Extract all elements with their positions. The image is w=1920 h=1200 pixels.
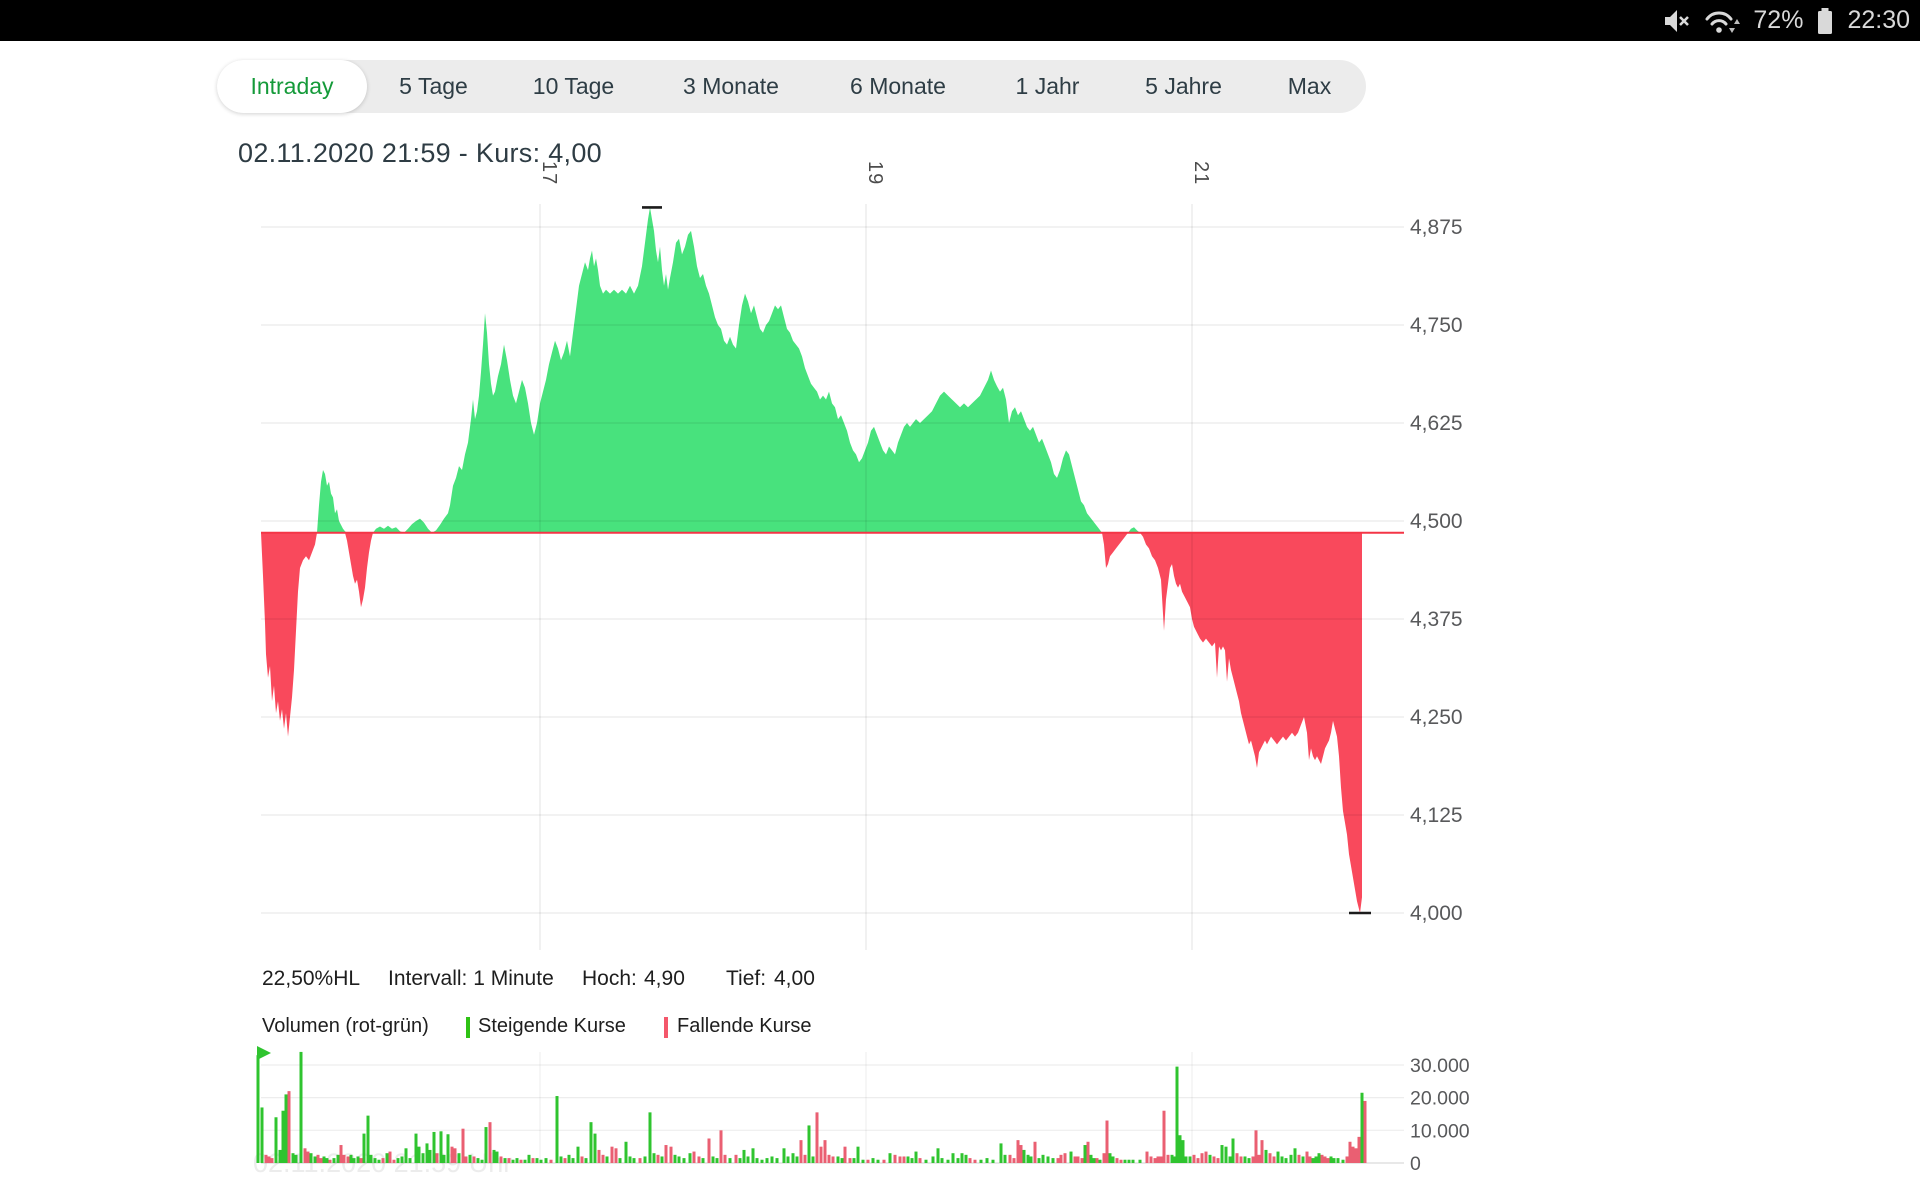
tab-3-monate[interactable]: 3 Monate bbox=[647, 60, 815, 113]
price-y-axis-labels: 4,875 4,750 4,625 4,500 4,375 4,250 4,125 4,000 bbox=[1410, 216, 1463, 925]
volume-axis-labels: 30.000 20.000 10.000 0 bbox=[1410, 1055, 1470, 1175]
svg-text:4,625: 4,625 bbox=[1410, 412, 1463, 435]
wifi-icon bbox=[1704, 6, 1741, 36]
tab-5-jahre[interactable]: 5 Jahre bbox=[1114, 60, 1253, 113]
svg-text:30.000: 30.000 bbox=[1410, 1055, 1470, 1077]
falling-volume-swatch-icon bbox=[664, 1017, 668, 1038]
status-bar: 72% 22:30 bbox=[0, 0, 1920, 41]
period-tab-bar: Intraday 5 Tage 10 Tage 3 Monate 6 Monate 1 J… bbox=[217, 60, 1366, 113]
tab-label: 10 Tage bbox=[532, 73, 615, 99]
low-label: Tief: bbox=[726, 967, 767, 990]
tab-label: 1 Jahr bbox=[1015, 73, 1080, 99]
battery-percent: 72% bbox=[1753, 6, 1804, 34]
high-label: Hoch: bbox=[582, 967, 637, 990]
rising-volume-swatch-icon bbox=[466, 1017, 470, 1038]
falling-volume-label: Fallende Kurse bbox=[677, 1015, 812, 1037]
chart-title: 02.11.2020 21:59 - Kurs: 4,00 bbox=[238, 138, 602, 168]
volume-gridlines bbox=[261, 1052, 1404, 1164]
tab-label: 3 Monate bbox=[683, 73, 779, 99]
tab-label: 6 Monate bbox=[850, 73, 946, 99]
svg-text:10.000: 10.000 bbox=[1410, 1120, 1470, 1142]
tab-label: 5 Tage bbox=[399, 73, 468, 99]
svg-text:4,000: 4,000 bbox=[1410, 902, 1463, 925]
volume-start-marker-icon bbox=[257, 1046, 271, 1060]
tab-5-tage[interactable]: 5 Tage bbox=[367, 60, 500, 113]
tab-label: 5 Jahre bbox=[1145, 73, 1222, 99]
high-value: 4,90 bbox=[644, 967, 685, 990]
svg-text:4,375: 4,375 bbox=[1410, 608, 1463, 631]
low-value: 4,00 bbox=[774, 967, 815, 990]
price-area-red bbox=[261, 532, 1362, 913]
rising-volume-label: Steigende Kurse bbox=[478, 1015, 626, 1037]
tab-label: Max bbox=[1287, 73, 1332, 99]
range-percent-hl: 22,50%HL bbox=[262, 967, 361, 990]
svg-text:21: 21 bbox=[1190, 161, 1212, 185]
svg-text:4,750: 4,750 bbox=[1410, 314, 1463, 337]
tab-10-tage[interactable]: 10 Tage bbox=[500, 60, 647, 113]
svg-text:0: 0 bbox=[1410, 1153, 1421, 1175]
battery-icon bbox=[1816, 6, 1834, 36]
svg-text:20.000: 20.000 bbox=[1410, 1088, 1470, 1110]
volume-bars bbox=[256, 1051, 1367, 1163]
price-gridlines bbox=[261, 204, 1404, 950]
volume-title: Volumen (rot-grün) bbox=[262, 1015, 429, 1037]
mute-icon bbox=[1661, 6, 1691, 36]
tab-intraday[interactable]: Intraday bbox=[217, 60, 367, 113]
svg-text:4,500: 4,500 bbox=[1410, 510, 1463, 533]
watermark-timestamp: 02.11.2020 21:59 Uhr bbox=[253, 1148, 513, 1178]
tab-1-jahr[interactable]: 1 Jahr bbox=[981, 60, 1114, 113]
tab-max[interactable]: Max bbox=[1253, 60, 1366, 113]
price-area-green bbox=[261, 207, 1362, 533]
svg-text:4,875: 4,875 bbox=[1410, 216, 1463, 239]
interval-label: Intervall: 1 Minute bbox=[388, 967, 554, 990]
tab-6-monate[interactable]: 6 Monate bbox=[815, 60, 981, 113]
svg-text:19: 19 bbox=[864, 161, 886, 185]
hour-labels: 17 19 21 bbox=[538, 161, 1212, 185]
clock-text: 22:30 bbox=[1847, 6, 1910, 34]
status-icons: 72% 22:30 bbox=[1661, 0, 1910, 41]
tab-label: Intraday bbox=[250, 73, 334, 99]
svg-text:4,125: 4,125 bbox=[1410, 804, 1463, 827]
svg-text:4,250: 4,250 bbox=[1410, 706, 1463, 729]
